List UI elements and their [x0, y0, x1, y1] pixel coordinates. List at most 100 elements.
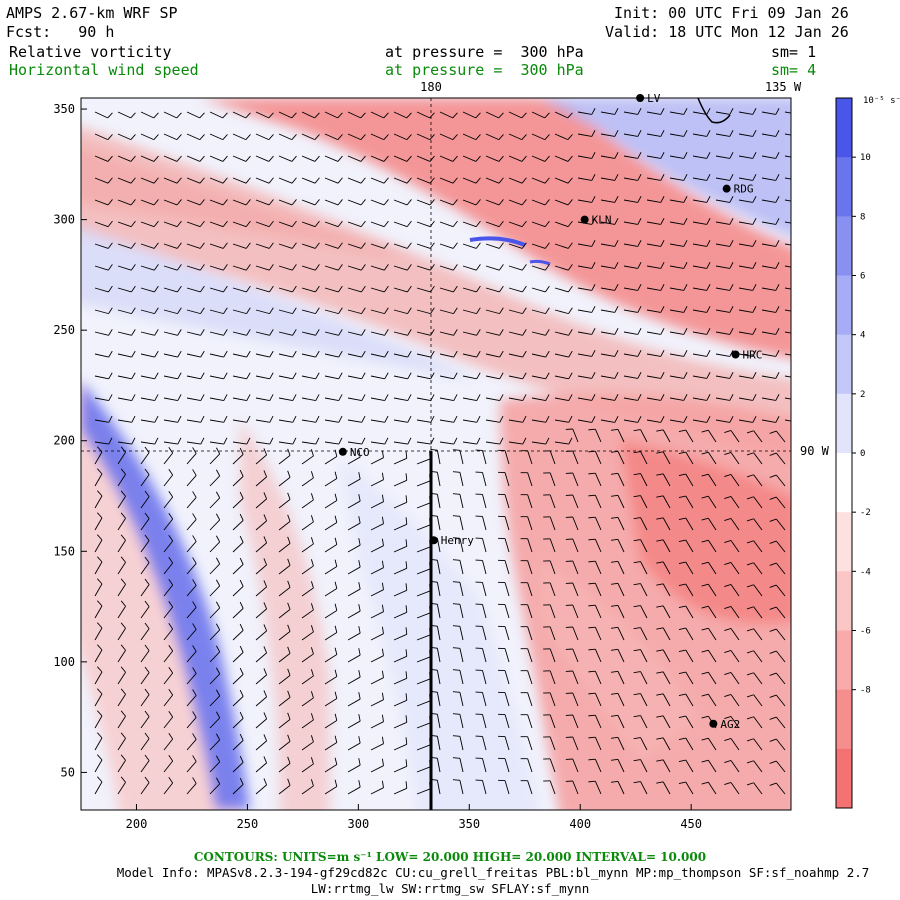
wind-barb	[761, 350, 780, 357]
wind-barb	[278, 690, 291, 707]
wind-barb	[117, 307, 136, 315]
wind-barb	[610, 714, 625, 729]
wind-barb	[462, 133, 481, 141]
wind-barb	[94, 644, 103, 663]
wind-barb	[692, 372, 711, 379]
wind-barb	[623, 328, 642, 335]
x-tick-label: 300	[348, 817, 370, 831]
wind-barb	[117, 578, 126, 597]
wind-barb	[462, 242, 481, 249]
wind-barb	[498, 735, 510, 751]
wind-barb	[324, 111, 343, 119]
wind-barb	[462, 199, 481, 206]
wind-barb	[94, 220, 113, 228]
wind-barb	[475, 757, 487, 773]
wind-barb	[577, 306, 596, 313]
wind-barb	[475, 669, 487, 685]
wind-barb	[498, 471, 510, 487]
wind-barb	[565, 648, 579, 663]
wind-barb	[543, 692, 556, 707]
wind-barb	[520, 582, 533, 597]
wind-barb	[140, 710, 150, 729]
wind-barb	[701, 737, 717, 751]
wind-barb	[610, 780, 625, 795]
wind-barb	[209, 394, 228, 402]
wind-barb	[623, 218, 642, 225]
wind-barb	[520, 780, 533, 795]
wind-barb	[186, 447, 197, 465]
colorbar-label: 10	[860, 153, 871, 163]
wind-barb	[370, 285, 389, 293]
wind-barb	[324, 603, 338, 619]
wind-barb	[656, 715, 671, 729]
wind-barb	[393, 264, 412, 271]
wind-barb	[769, 738, 786, 751]
wind-barb	[117, 710, 126, 729]
wind-barb	[646, 328, 665, 335]
wind-barb	[577, 372, 596, 379]
wind-barb	[94, 415, 113, 423]
wind-barb	[209, 623, 221, 641]
wind-barb	[255, 285, 274, 293]
wind-barb	[209, 667, 221, 685]
wind-barb	[462, 437, 481, 445]
wind-barb	[163, 242, 182, 249]
wind-barb	[715, 416, 734, 423]
wind-barb	[678, 583, 694, 597]
wind-barb	[140, 111, 159, 119]
wind-barb	[475, 713, 487, 729]
station-label: AG2	[720, 718, 740, 731]
colorbar-swatch	[836, 689, 852, 750]
wind-barb	[278, 602, 291, 619]
wind-barb	[94, 754, 103, 773]
wind-barb	[232, 777, 244, 795]
colorbar-swatch	[836, 571, 852, 631]
wind-barb	[439, 220, 458, 228]
wind-barb	[715, 284, 734, 291]
wind-barb	[255, 536, 268, 553]
wind-barb	[370, 350, 389, 358]
wind-barb	[370, 437, 389, 445]
wind-barb	[324, 350, 343, 358]
wind-barb	[209, 535, 221, 553]
wind-barb	[301, 285, 320, 293]
wind-barb	[186, 437, 205, 445]
wind-barb	[554, 264, 573, 271]
wind-barb	[577, 394, 596, 401]
wind-barb	[623, 152, 642, 159]
title: AMPS 2.67-km WRF SP	[6, 4, 178, 22]
wind-barb	[370, 177, 389, 184]
wind-barb	[554, 177, 573, 184]
wind-barb	[439, 133, 458, 141]
wind-barb	[324, 307, 343, 315]
x-tick-label: 450	[680, 817, 702, 831]
wind-barb	[347, 714, 361, 729]
wind-barb	[209, 199, 228, 206]
wind-barb	[94, 776, 103, 795]
station-label: NCO	[350, 446, 370, 459]
wind-barb	[301, 372, 320, 380]
wind-barb	[508, 307, 527, 315]
wind-barb	[565, 714, 579, 729]
wind-barb	[656, 781, 671, 795]
wind-barb	[761, 218, 780, 225]
wind-barb	[439, 350, 458, 358]
wind-barb	[715, 130, 734, 137]
wind-barb	[701, 781, 717, 795]
wind-barb	[784, 375, 791, 378]
wind-barb	[439, 329, 458, 336]
wind-barb	[370, 199, 389, 206]
wind-barb	[475, 515, 487, 531]
wind-barb	[692, 108, 711, 115]
wind-barb	[498, 559, 510, 575]
wind-barb	[669, 372, 688, 379]
wind-barb	[301, 155, 320, 162]
wind-barb	[186, 645, 197, 663]
wind-barb	[301, 537, 314, 553]
station-label: HRC	[743, 348, 763, 361]
wind-barb	[232, 133, 251, 141]
wind-barb	[163, 468, 174, 487]
wind-barb	[769, 760, 786, 773]
wind-barb	[393, 437, 412, 445]
wind-barb	[554, 415, 573, 423]
